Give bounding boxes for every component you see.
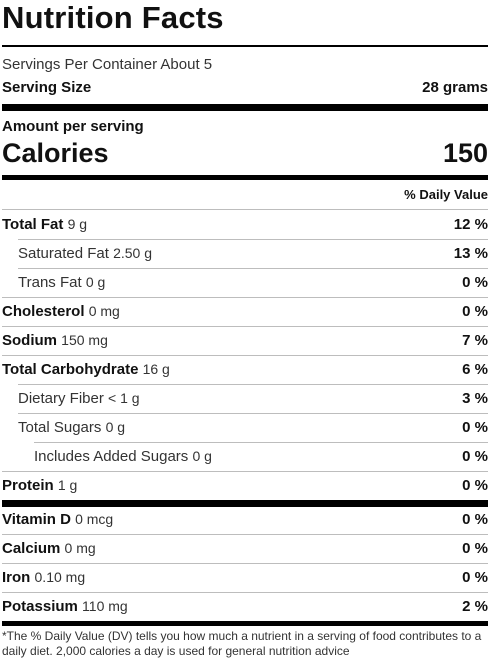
nutrient-amount: 0 g	[105, 419, 126, 435]
thick-divider	[2, 500, 488, 507]
nutrient-amount: < 1 g	[108, 390, 140, 406]
nutrient-name: Dietary Fiber	[18, 390, 104, 407]
nutrient-name: Saturated Fat	[18, 245, 109, 262]
nutrient-dv: 7 %	[462, 331, 488, 349]
nutrient-name: Includes Added Sugars	[34, 448, 189, 465]
divider	[2, 592, 488, 593]
nutrient-amount: 9 g	[67, 216, 88, 232]
nutrient-name: Cholesterol	[2, 303, 85, 320]
divider	[2, 355, 488, 356]
nutrient-row-protein: Protein 1 g 0 %	[2, 471, 488, 500]
serving-size-row: Serving Size 28 grams	[2, 79, 488, 97]
vitamin-amount: 0.10 mg	[34, 569, 86, 585]
nutrient-amount: 0 g	[192, 448, 212, 464]
nutrient-dv: 0 %	[462, 418, 488, 436]
nutrient-dv: 6 %	[462, 360, 488, 378]
vitamin-amount: 110 mg	[82, 598, 128, 614]
calories-label: Calories	[2, 138, 109, 168]
nutrient-row-added-sugars: Includes Added Sugars 0 g 0 %	[2, 442, 488, 471]
vitamin-amount: 0 mcg	[75, 511, 114, 527]
nutrient-dv: 0 %	[462, 447, 488, 465]
nutrient-name: Total Fat	[2, 216, 64, 233]
daily-value-header: % Daily Value	[404, 187, 488, 202]
nutrient-amount: 1 g	[57, 477, 78, 493]
nutrient-amount: 2.50 g	[113, 245, 152, 261]
medium-divider	[2, 175, 488, 180]
nutrient-amount: 150 mg	[61, 332, 108, 348]
divider	[2, 45, 488, 47]
daily-value-footnote: *The % Daily Value (DV) tells you how mu…	[2, 629, 482, 658]
nutrient-row-dietary-fiber: Dietary Fiber < 1 g 3 %	[2, 384, 488, 413]
divider	[34, 442, 488, 443]
divider	[2, 471, 488, 472]
vitamin-dv: 0 %	[462, 568, 488, 586]
nutrient-name: Trans Fat	[18, 274, 82, 291]
nutrient-dv: 3 %	[462, 389, 488, 407]
vitamin-dv: 0 %	[462, 510, 488, 528]
nutrient-dv: 0 %	[462, 273, 488, 291]
nutrient-dv: 0 %	[462, 476, 488, 494]
nutrient-row-trans-fat: Trans Fat 0 g 0 %	[2, 268, 488, 297]
vitamin-name: Calcium	[2, 540, 61, 557]
vitamin-row-vitamin-d: Vitamin D 0 mcg 0 %	[2, 505, 488, 534]
calories-value: 150	[442, 138, 488, 168]
nutrient-row-total-carbohydrate: Total Carbohydrate 16 g 6 %	[2, 355, 488, 384]
serving-size-label: Serving Size	[2, 79, 92, 96]
nutrient-row-sodium: Sodium 150 mg 7 %	[2, 326, 488, 355]
vitamin-dv: 2 %	[462, 597, 488, 615]
nutrient-amount: 0 g	[85, 274, 106, 290]
divider	[18, 413, 488, 414]
servings-per-container: Servings Per Container About 5	[2, 56, 213, 73]
amount-per-serving: Amount per serving	[2, 118, 144, 135]
divider	[18, 384, 488, 385]
divider	[2, 209, 488, 210]
divider	[2, 326, 488, 327]
vitamin-row-calcium: Calcium 0 mg 0 %	[2, 534, 488, 563]
vitamin-name: Potassium	[2, 598, 78, 615]
thick-divider	[2, 104, 488, 111]
nutrient-amount: 0 mg	[88, 303, 120, 319]
nutrient-row-saturated-fat: Saturated Fat 2.50 g 13 %	[2, 239, 488, 268]
vitamin-name: Vitamin D	[2, 511, 71, 528]
divider	[18, 239, 488, 240]
nutrient-dv: 0 %	[462, 302, 488, 320]
medium-divider	[2, 621, 488, 626]
divider	[2, 563, 488, 564]
nutrient-row-total-fat: Total Fat 9 g 12 %	[2, 210, 488, 239]
nutrient-dv: 12 %	[453, 215, 488, 233]
divider	[2, 297, 488, 298]
vitamin-row-iron: Iron 0.10 mg 0 %	[2, 563, 488, 592]
nutrient-dv: 13 %	[453, 244, 488, 262]
nutrient-amount: 16 g	[142, 361, 170, 377]
label-title: Nutrition Facts	[2, 0, 224, 35]
nutrient-row-cholesterol: Cholesterol 0 mg 0 %	[2, 297, 488, 326]
divider	[2, 534, 488, 535]
nutrient-name: Total Sugars	[18, 419, 102, 436]
vitamin-name: Iron	[2, 569, 31, 586]
nutrient-name: Protein	[2, 477, 54, 494]
vitamin-row-potassium: Potassium 110 mg 2 %	[2, 592, 488, 621]
serving-size-value: 28 grams	[422, 79, 488, 96]
vitamin-dv: 0 %	[462, 539, 488, 557]
nutrient-row-total-sugars: Total Sugars 0 g 0 %	[2, 413, 488, 442]
nutrient-name: Sodium	[2, 332, 57, 349]
calories-row: Calories 150	[2, 136, 488, 170]
vitamin-amount: 0 mg	[64, 540, 96, 556]
nutrient-name: Total Carbohydrate	[2, 361, 139, 378]
divider	[18, 268, 488, 269]
